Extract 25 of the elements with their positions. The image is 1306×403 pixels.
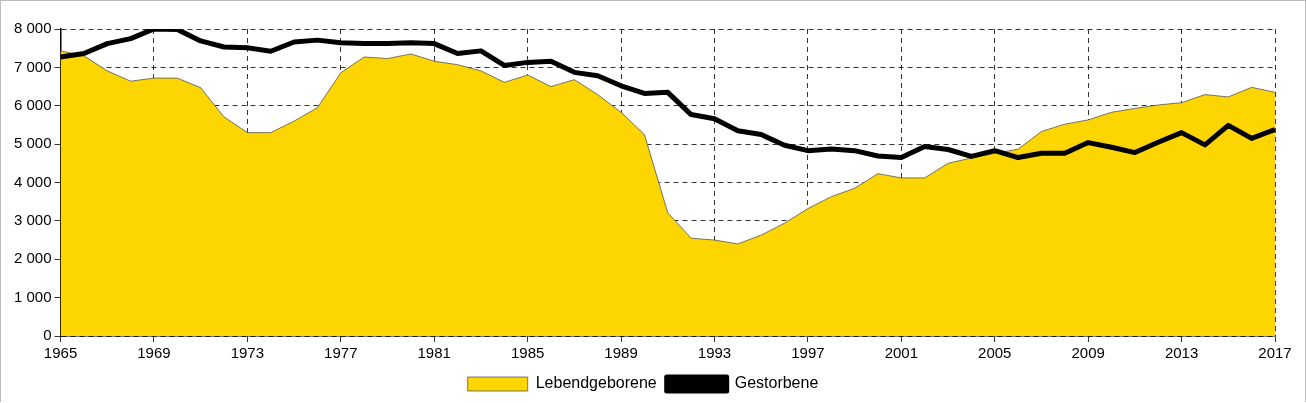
x-tick-label: 1973 <box>230 344 265 362</box>
y-tick-label: 8 000 <box>13 19 52 37</box>
y-tick-label: 0 <box>43 326 52 344</box>
x-tick-label: 2013 <box>1164 344 1199 362</box>
x-tick-label: 1965 <box>43 344 78 362</box>
x-tick-label: 2009 <box>1071 344 1105 362</box>
legend-label: Lebendgeborene <box>535 374 657 392</box>
y-tick-label: 3 000 <box>13 211 52 229</box>
x-tick-label: 2001 <box>884 344 919 362</box>
y-tick-label: 5 000 <box>13 134 52 152</box>
y-tick-label: 7 000 <box>13 57 52 75</box>
y-tick-label: 4 000 <box>13 172 52 190</box>
x-tick-label: 1977 <box>324 344 358 362</box>
x-tick-label: 1993 <box>697 344 732 362</box>
x-tick-label: 1981 <box>417 344 451 362</box>
y-tick-label: 1 000 <box>13 287 52 305</box>
y-tick-label: 6 000 <box>13 95 52 113</box>
x-tick-label: 1989 <box>604 344 638 362</box>
x-tick-label: 1997 <box>791 344 825 362</box>
x-tick-label: 2017 <box>1258 344 1292 362</box>
legend-label: Gestorbene <box>734 374 819 392</box>
x-tick-label: 2005 <box>978 344 1012 362</box>
x-tick-label: 1969 <box>137 344 171 362</box>
x-tick-label: 1985 <box>510 344 545 362</box>
y-tick-label: 2 000 <box>13 249 52 267</box>
